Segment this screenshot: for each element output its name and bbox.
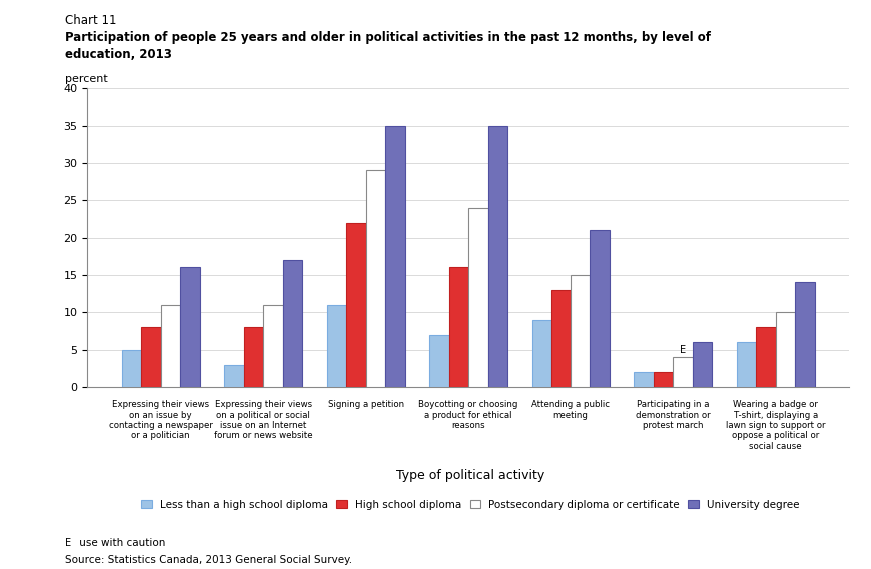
- Bar: [224, 365, 244, 387]
- Bar: [653, 372, 673, 387]
- Text: Chart 11: Chart 11: [65, 14, 117, 27]
- Bar: [673, 357, 692, 387]
- Bar: [263, 305, 283, 387]
- Bar: [429, 335, 449, 387]
- Bar: [551, 290, 571, 387]
- Bar: [283, 260, 302, 387]
- Bar: [469, 208, 488, 387]
- Bar: [449, 267, 469, 387]
- Bar: [634, 372, 653, 387]
- Text: percent: percent: [65, 74, 108, 84]
- Bar: [244, 327, 263, 387]
- Text: education, 2013: education, 2013: [65, 48, 172, 61]
- Bar: [327, 305, 346, 387]
- Bar: [385, 126, 405, 387]
- Bar: [531, 320, 551, 387]
- Text: Participation of people 25 years and older in political activities in the past 1: Participation of people 25 years and old…: [65, 31, 712, 44]
- Bar: [180, 267, 199, 387]
- Bar: [776, 312, 795, 387]
- Text: use with caution: use with caution: [76, 538, 165, 548]
- Bar: [591, 230, 610, 387]
- Text: Type of political activity: Type of political activity: [396, 469, 544, 483]
- Text: E: E: [65, 538, 71, 548]
- Legend: Less than a high school diploma, High school diploma, Postsecondary diploma or c: Less than a high school diploma, High sc…: [141, 500, 800, 510]
- Bar: [141, 327, 160, 387]
- Bar: [692, 342, 712, 387]
- Bar: [737, 342, 756, 387]
- Text: Source: Statistics Canada, 2013 General Social Survey.: Source: Statistics Canada, 2013 General …: [65, 555, 353, 565]
- Bar: [122, 349, 141, 387]
- Bar: [756, 327, 776, 387]
- Text: E: E: [680, 345, 686, 355]
- Bar: [795, 282, 814, 387]
- Bar: [488, 126, 507, 387]
- Bar: [366, 170, 385, 387]
- Bar: [571, 275, 591, 387]
- Bar: [346, 222, 366, 387]
- Bar: [160, 305, 180, 387]
